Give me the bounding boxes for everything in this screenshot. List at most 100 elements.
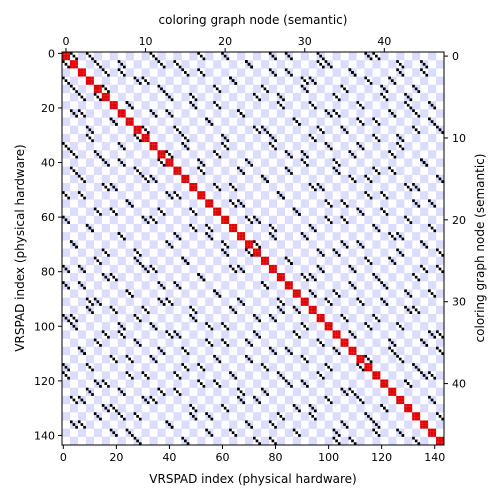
diagonal-cell [319,316,322,320]
offdiagonal-cell [239,112,243,115]
offdiagonal-cell [351,71,354,74]
offdiagonal-cell [221,248,224,252]
diagonal-block-cell [388,390,391,394]
checker-square [101,256,110,266]
bottom-tick-label: 40 [162,451,176,464]
offdiagonal-cell [130,376,134,380]
checker-square [260,338,270,347]
checker-square [428,183,437,192]
diagonal-block-cell [199,196,203,200]
offdiagonal-cell [247,341,251,345]
diagonal-block-cell [404,409,407,413]
checker-square [316,330,325,339]
checker-square [229,256,238,266]
offdiagonal-cell [154,57,158,61]
checker-square [149,289,158,298]
checker-square [125,264,134,274]
checker-square [308,191,317,200]
offdiagonal-cell [223,251,227,254]
offdiagonal-cell [361,147,365,151]
offdiagonal-cell [223,341,227,345]
diagonal-block-cell [128,122,131,126]
offdiagonal-cell [125,428,129,432]
diagonal-block-cell [221,221,224,224]
offdiagonal-cell [199,169,203,173]
offdiagonal-cell [115,213,118,216]
checker-square [300,101,309,110]
checker-square [316,150,325,159]
top-tick-label: 40 [377,35,391,48]
offdiagonal-cell [319,267,322,271]
checker-square [77,84,87,94]
offdiagonal-cell [385,98,389,102]
checker-square [428,264,437,274]
checker-square [372,240,381,249]
checker-square [125,281,134,290]
checker-square [380,363,389,372]
offdiagonal-cell [268,133,272,137]
offdiagonal-cell [245,354,248,358]
offdiagonal-cell [284,256,288,260]
checker-square [300,133,309,143]
checker-square [316,428,325,438]
checker-square [404,174,413,184]
checker-square [284,133,293,143]
offdiagonal-cell [117,68,121,72]
offdiagonal-cell [433,122,437,126]
offdiagonal-cell [398,251,402,254]
checker-square [93,248,102,257]
diagonal-block-cell [271,270,275,274]
checker-square [364,166,373,176]
checker-square [428,379,437,388]
diagonal-block-cell [372,374,376,377]
checker-square [332,379,341,388]
offdiagonal-cell [189,305,192,309]
offdiagonal-cell [64,267,68,271]
offdiagonal-cell [77,420,81,424]
diagonal-block-cell [274,264,277,268]
offdiagonal-cell [104,251,108,254]
offdiagonal-cell [176,128,179,132]
offdiagonal-cell [382,95,386,99]
offdiagonal-cell [306,90,309,93]
offdiagonal-cell [375,316,378,320]
offdiagonal-cell [276,412,280,415]
diagonal-cell [436,436,439,440]
offdiagonal-cell [123,393,126,396]
offdiagonal-cell [160,210,163,214]
offdiagonal-cell [128,202,131,205]
offdiagonal-cell [428,199,431,203]
offdiagonal-cell [369,82,373,85]
offdiagonal-cell [385,409,389,413]
offdiagonal-cell [117,60,121,63]
checker-square [412,330,421,339]
offdiagonal-cell [348,150,352,153]
offdiagonal-cell [250,221,253,224]
offdiagonal-cell [417,114,421,118]
checker-square [332,363,341,372]
checker-square [316,363,325,372]
offdiagonal-cell [184,136,187,140]
offdiagonal-cell [353,442,357,445]
checker-square [245,125,254,135]
offdiagonal-cell [242,204,246,208]
diagonal-block-cell [229,226,232,230]
offdiagonal-cell [422,243,426,246]
offdiagonal-cell [401,237,405,241]
checker-square [85,256,95,266]
checker-square [428,281,437,290]
checker-square [380,314,389,323]
offdiagonal-cell [136,169,139,173]
offdiagonal-cell [375,275,378,279]
offdiagonal-cell [335,292,338,295]
offdiagonal-cell [104,87,108,91]
diagonal-cell [186,180,190,183]
checker-square [364,232,373,241]
offdiagonal-cell [390,152,394,156]
checker-square [189,395,198,405]
offdiagonal-cell [154,270,158,274]
offdiagonal-cell [234,311,238,314]
checker-square [388,404,397,413]
diagonal-block-cell [149,147,153,151]
offdiagonal-cell [268,436,272,440]
